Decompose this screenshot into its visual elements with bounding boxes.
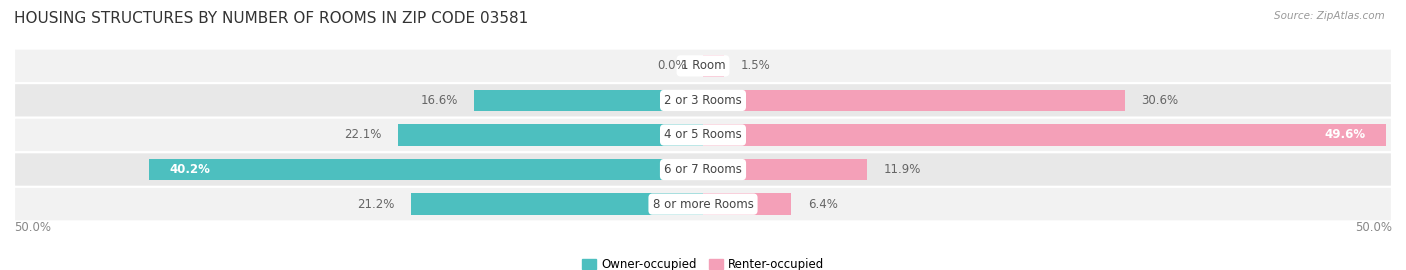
Bar [398, 124, 703, 146]
Bar [474, 90, 703, 111]
Text: 50.0%: 50.0% [14, 221, 51, 234]
Text: 2 or 3 Rooms: 2 or 3 Rooms [664, 94, 742, 107]
Text: 6 or 7 Rooms: 6 or 7 Rooms [664, 163, 742, 176]
Bar [703, 90, 1125, 111]
Bar [703, 55, 724, 77]
Text: 0.0%: 0.0% [657, 59, 686, 72]
FancyBboxPatch shape [14, 187, 1392, 221]
Text: 4 or 5 Rooms: 4 or 5 Rooms [664, 129, 742, 141]
Text: 30.6%: 30.6% [1142, 94, 1178, 107]
Text: 8 or more Rooms: 8 or more Rooms [652, 198, 754, 211]
Text: HOUSING STRUCTURES BY NUMBER OF ROOMS IN ZIP CODE 03581: HOUSING STRUCTURES BY NUMBER OF ROOMS IN… [14, 11, 529, 26]
FancyBboxPatch shape [14, 49, 1392, 83]
Text: Source: ZipAtlas.com: Source: ZipAtlas.com [1274, 11, 1385, 21]
FancyBboxPatch shape [14, 83, 1392, 118]
Text: 6.4%: 6.4% [807, 198, 838, 211]
Text: 49.6%: 49.6% [1324, 129, 1365, 141]
Text: 11.9%: 11.9% [883, 163, 921, 176]
Bar [703, 193, 792, 215]
Legend: Owner-occupied, Renter-occupied: Owner-occupied, Renter-occupied [578, 254, 828, 270]
Text: 1 Room: 1 Room [681, 59, 725, 72]
FancyBboxPatch shape [14, 152, 1392, 187]
Text: 22.1%: 22.1% [344, 129, 382, 141]
Text: 40.2%: 40.2% [170, 163, 211, 176]
Text: 21.2%: 21.2% [357, 198, 394, 211]
Bar [149, 159, 703, 180]
Text: 16.6%: 16.6% [420, 94, 458, 107]
FancyBboxPatch shape [14, 118, 1392, 152]
Bar [703, 159, 868, 180]
Bar [411, 193, 703, 215]
Text: 1.5%: 1.5% [740, 59, 770, 72]
Text: 50.0%: 50.0% [1355, 221, 1392, 234]
Bar [703, 124, 1386, 146]
